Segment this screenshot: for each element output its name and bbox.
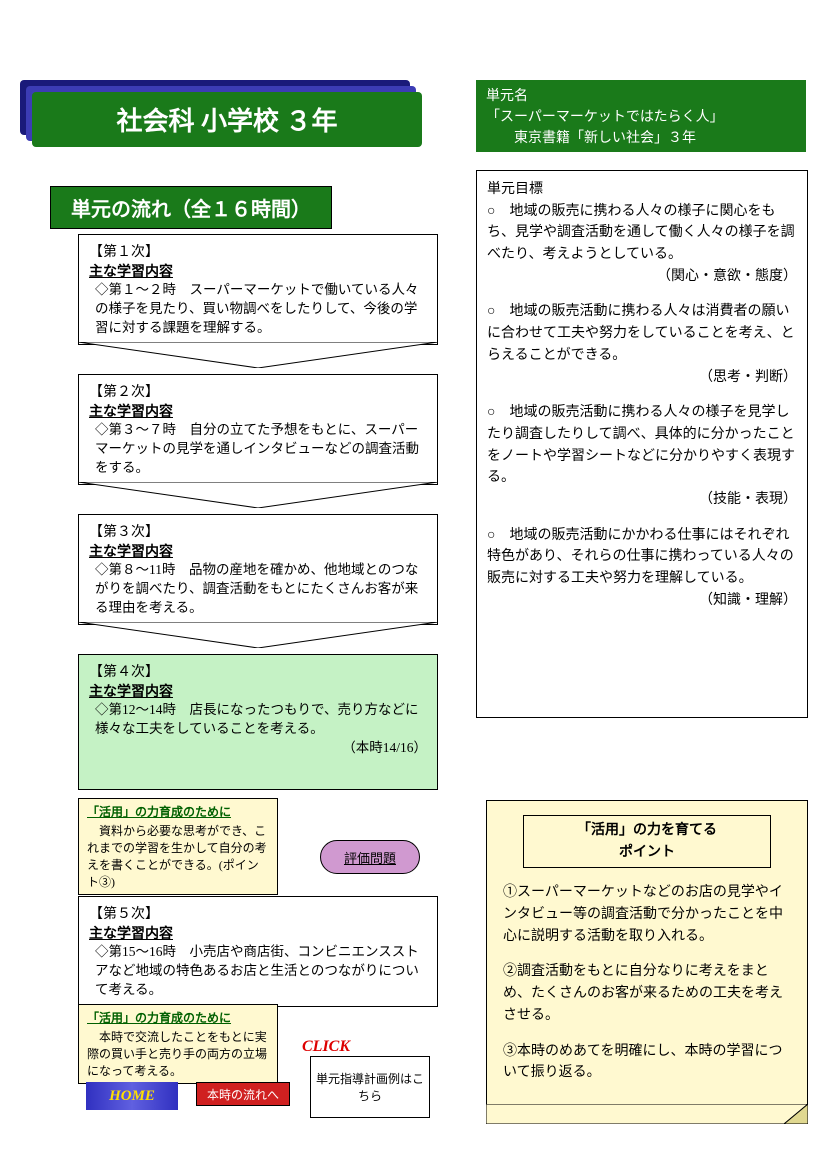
goal-category: （思考・判断） [487, 367, 797, 389]
honji-label: 本時の流れへ [207, 1086, 279, 1103]
point-item: ③本時のめあてを明確にし、本時の学習について振り返る。 [503, 1041, 791, 1084]
home-button[interactable]: HOME [86, 1082, 178, 1110]
flow-body: ◇第１～２時 スーパーマーケットで働いている人々の様子を見たり、買い物調べをした… [89, 281, 427, 338]
goal-category: （知識・理解） [487, 590, 797, 612]
flow-sub: 主な学習内容 [89, 261, 427, 281]
flow-sub: 主な学習内容 [89, 923, 427, 943]
katsuyou-body: 資料から必要な思考ができ、これまでの学習を生かして自分の考えを書くことができる。… [87, 822, 269, 890]
goal-category: （関心・意欲・態度） [487, 266, 797, 288]
katsuyou-body: 本時で交流したことをもとに実際の買い手と売り手の両方の立場になって考える。 [87, 1028, 269, 1079]
unit-goals-box: 単元目標 ○ 地域の販売に携わる人々の様子に関心をもち、見学や調査活動を通して働… [476, 170, 808, 718]
goal-body: ○ 地域の販売に携わる人々の様子に関心をもち、見学や調査活動を通して働く人々の様… [487, 201, 797, 266]
flow-step-5: 【第５次】 主な学習内容 ◇第15～16時 小売店や商店街、コンビニエンスストア… [78, 896, 438, 1007]
home-label: HOME [109, 1088, 155, 1105]
unit-name-box: 単元名 「スーパーマーケットではたらく人」 東京書籍「新しい社会」３年 [476, 80, 806, 152]
flow-body: ◇第15～16時 小売店や商店街、コンビニエンスストアなど地域の特色あるお店と生… [89, 943, 427, 1000]
flow-tag: 【第２次】 [89, 381, 427, 401]
points-title-2: ポイント [528, 842, 766, 864]
goal-body: ○ 地域の販売活動に携わる人々は消費者の願いに合わせて工夫や努力をしていることを… [487, 301, 797, 366]
goal-item: ○ 地域の販売活動に携わる人々の様子を見学したり調査したりして調べ、具体的に分か… [487, 402, 797, 510]
goal-category: （技能・表現） [487, 489, 797, 511]
flow-body: ◇第３～７時 自分の立てた予想をもとに、スーパーマーケットの見学を通しインタビュ… [89, 421, 427, 478]
flow-tag: 【第１次】 [89, 241, 427, 261]
page-curl-icon [486, 1104, 808, 1124]
hyouka-button[interactable]: 評価問題 [320, 840, 420, 874]
flow-tag: 【第５次】 [89, 903, 427, 923]
hyouka-label: 評価問題 [344, 848, 396, 867]
goal-item: ○ 地域の販売活動にかかわる仕事にはそれぞれ特色があり、それらの仕事に携わってい… [487, 525, 797, 612]
point-item: ②調査活動をもとに自分なりに考えをまとめ、たくさんのお客が来るための工夫を考えさ… [503, 961, 791, 1026]
points-box: 「活用」の力を育てる ポイント ①スーパーマーケットなどのお店の見学やインタビュ… [486, 800, 808, 1124]
flow-note: （本時14/16） [89, 739, 427, 758]
goal-body: ○ 地域の販売活動に携わる人々の様子を見学したり調査したりして調べ、具体的に分か… [487, 402, 797, 489]
plan-callout[interactable]: 単元指導計画例はこちら [310, 1056, 430, 1118]
arrow-icon [78, 342, 438, 368]
points-title-1: 「活用」の力を育てる [528, 820, 766, 842]
unit-line2: 東京書籍「新しい社会」３年 [486, 128, 796, 149]
unit-line1: 「スーパーマーケットではたらく人」 [486, 107, 796, 128]
katsuyou-note-1: 「活用」の力育成のために 資料から必要な思考ができ、これまでの学習を生かして自分… [78, 798, 278, 895]
goal-item: ○ 地域の販売活動に携わる人々は消費者の願いに合わせて工夫や努力をしていることを… [487, 301, 797, 388]
goal-item: ○ 地域の販売に携わる人々の様子に関心をもち、見学や調査活動を通して働く人々の様… [487, 201, 797, 288]
page-title-box: 社会科 小学校 ３年 [20, 80, 420, 140]
katsuyou-note-2: 「活用」の力育成のために 本時で交流したことをもとに実際の買い手と売り手の両方の… [78, 1004, 278, 1084]
page-title: 社会科 小学校 ３年 [32, 92, 422, 147]
click-label: CLICK [302, 1038, 350, 1056]
points-title: 「活用」の力を育てる ポイント [523, 815, 771, 868]
flow-tag: 【第４次】 [89, 661, 427, 681]
arrow-icon [78, 622, 438, 648]
callout-text: 単元指導計画例はこちら [315, 1070, 425, 1104]
flow-step-2: 【第２次】 主な学習内容 ◇第３～７時 自分の立てた予想をもとに、スーパーマーケ… [78, 374, 438, 485]
flow-tag: 【第３次】 [89, 521, 427, 541]
goals-header: 単元目標 [487, 179, 797, 201]
flow-step-4: 【第４次】 主な学習内容 ◇第12～14時 店長になったつもりで、売り方などに様… [78, 654, 438, 790]
flow-sub: 主な学習内容 [89, 681, 427, 701]
flow-sub: 主な学習内容 [89, 401, 427, 421]
flow-sub: 主な学習内容 [89, 541, 427, 561]
flow-body: ◇第12～14時 店長になったつもりで、売り方などに様々な工夫をしていることを考… [89, 701, 427, 739]
flow-body: ◇第８～11時 品物の産地を確かめ、他地域とのつながりを調べたり、調査活動をもと… [89, 561, 427, 618]
arrow-icon [78, 482, 438, 508]
point-item: ①スーパーマーケットなどのお店の見学やインタビュー等の調査活動で分かったことを中… [503, 882, 791, 947]
flow-step-3: 【第３次】 主な学習内容 ◇第８～11時 品物の産地を確かめ、他地域とのつながり… [78, 514, 438, 625]
flow-step-1: 【第１次】 主な学習内容 ◇第１～２時 スーパーマーケットで働いている人々の様子… [78, 234, 438, 345]
goal-body: ○ 地域の販売活動にかかわる仕事にはそれぞれ特色があり、それらの仕事に携わってい… [487, 525, 797, 590]
katsuyou-title: 「活用」の力育成のために [87, 1009, 269, 1026]
honji-button[interactable]: 本時の流れへ [196, 1082, 290, 1106]
katsuyou-title: 「活用」の力育成のために [87, 803, 269, 820]
unit-label: 単元名 [486, 86, 796, 107]
flow-title: 単元の流れ（全１６時間） [50, 186, 332, 229]
